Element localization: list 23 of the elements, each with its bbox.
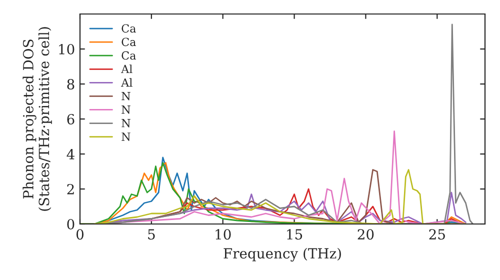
x-tick-label: 10	[216, 229, 231, 240]
y-tick-label: 10	[59, 44, 74, 54]
legend-label: N	[122, 106, 130, 114]
legend-label: N	[122, 132, 130, 141]
legend-label: Ca	[122, 38, 136, 46]
y-tick-label: 2	[67, 184, 74, 194]
legend-label: N	[122, 92, 130, 100]
legend-label: Ca	[122, 51, 136, 60]
y-tick-label: 8	[67, 78, 74, 90]
x-tick-label: 15	[287, 229, 302, 240]
x-tick-label: 25	[429, 229, 445, 240]
x-axis-title: Frequency (THz)	[224, 248, 341, 262]
x-tick-label: 5	[148, 229, 155, 240]
legend-label: Al	[121, 78, 132, 87]
y-tick-label: 6	[67, 114, 74, 124]
y-axis-title: Phonon projected DOS (States/THz·primitive cell)	[22, 27, 52, 211]
y-tick-label: 4	[66, 148, 74, 160]
y-tick-label: 0	[67, 218, 74, 230]
legend-label: Al	[121, 64, 132, 74]
x-tick-label: 20	[358, 229, 374, 240]
legend-label: N	[122, 119, 130, 128]
legend-label: Ca	[122, 24, 136, 33]
x-tick-label: 0	[76, 229, 84, 240]
